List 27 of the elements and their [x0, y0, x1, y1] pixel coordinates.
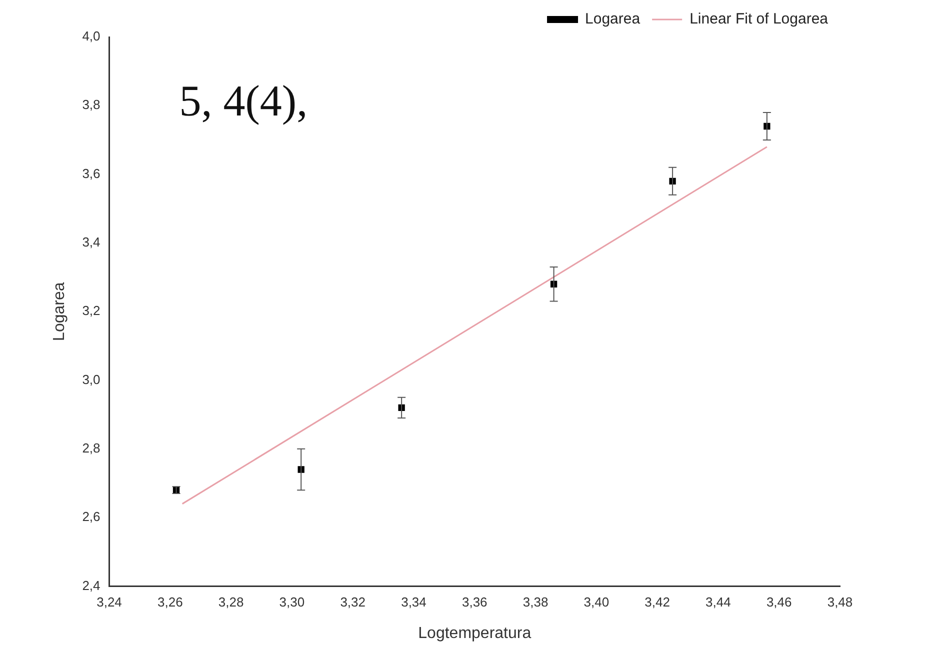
x-tick-label: 3,38 [522, 594, 548, 610]
x-tick-label: 3,24 [96, 594, 122, 610]
y-tick-label: 3,2 [82, 303, 100, 318]
y-tick-label: 2,8 [82, 440, 100, 456]
annotation: 5, 4(4), [179, 76, 308, 126]
y-tick-label: 3,8 [82, 97, 100, 112]
y-tick-label: 4,0 [82, 28, 100, 44]
x-tick-label: 3,36 [462, 594, 488, 610]
x-tick-label: 3,32 [340, 594, 366, 610]
x-tick-label: 3,40 [584, 594, 610, 610]
y-tick-label: 3,6 [82, 166, 100, 181]
x-tick-label: 3,44 [706, 594, 731, 610]
legend-label: Linear Fit of Logarea [690, 10, 829, 28]
x-axis-title: Logtemperatura [418, 624, 532, 642]
x-tick-label: 3,48 [827, 594, 853, 610]
y-axis-title: Logarea [51, 282, 68, 341]
x-tick-label: 3,28 [218, 594, 244, 610]
x-tick-label: 3,26 [158, 594, 183, 610]
x-tick-label: 3,30 [279, 594, 305, 610]
x-tick-label: 3,34 [401, 594, 426, 610]
y-tick-label: 2,4 [82, 578, 100, 593]
y-tick-label: 3,4 [82, 234, 100, 250]
x-tick-label: 3,46 [766, 594, 792, 610]
y-tick-label: 2,6 [82, 509, 100, 524]
legend-label: Logarea [585, 10, 641, 28]
x-tick-label: 3,42 [644, 594, 670, 610]
y-tick-label: 3,0 [82, 372, 100, 387]
